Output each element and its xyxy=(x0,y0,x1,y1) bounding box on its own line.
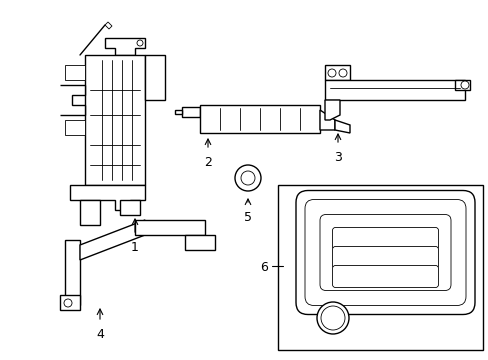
Polygon shape xyxy=(60,295,80,310)
Circle shape xyxy=(316,302,348,334)
Polygon shape xyxy=(65,240,80,305)
Polygon shape xyxy=(182,107,200,117)
Text: 5: 5 xyxy=(244,211,251,224)
FancyBboxPatch shape xyxy=(295,190,474,315)
Circle shape xyxy=(64,299,72,307)
Circle shape xyxy=(460,81,468,89)
Polygon shape xyxy=(105,38,145,55)
Circle shape xyxy=(137,40,142,46)
Polygon shape xyxy=(175,110,182,114)
Circle shape xyxy=(327,69,335,77)
FancyBboxPatch shape xyxy=(319,215,450,291)
Polygon shape xyxy=(454,80,469,90)
Polygon shape xyxy=(145,55,164,100)
Circle shape xyxy=(235,165,261,191)
FancyBboxPatch shape xyxy=(305,199,465,306)
Polygon shape xyxy=(135,220,204,235)
Text: 1: 1 xyxy=(131,241,139,254)
Text: 2: 2 xyxy=(203,156,211,169)
Polygon shape xyxy=(70,185,145,210)
Bar xyxy=(278,185,482,350)
Bar xyxy=(325,80,464,100)
Text: 3: 3 xyxy=(333,151,341,164)
FancyBboxPatch shape xyxy=(332,247,438,269)
Polygon shape xyxy=(80,200,100,225)
Polygon shape xyxy=(319,110,334,130)
Polygon shape xyxy=(60,85,85,115)
FancyBboxPatch shape xyxy=(332,228,438,249)
Polygon shape xyxy=(325,65,349,80)
FancyBboxPatch shape xyxy=(332,266,438,288)
Polygon shape xyxy=(85,55,145,185)
Text: 4: 4 xyxy=(96,328,104,341)
Polygon shape xyxy=(65,120,85,135)
Circle shape xyxy=(320,306,345,330)
Polygon shape xyxy=(105,22,112,29)
Polygon shape xyxy=(334,120,349,133)
Polygon shape xyxy=(120,200,140,215)
Polygon shape xyxy=(184,235,215,250)
Text: 6: 6 xyxy=(260,261,267,274)
Circle shape xyxy=(338,69,346,77)
Bar xyxy=(200,105,319,133)
Polygon shape xyxy=(325,100,339,120)
Circle shape xyxy=(241,171,254,185)
Polygon shape xyxy=(80,220,145,260)
Polygon shape xyxy=(65,65,85,80)
